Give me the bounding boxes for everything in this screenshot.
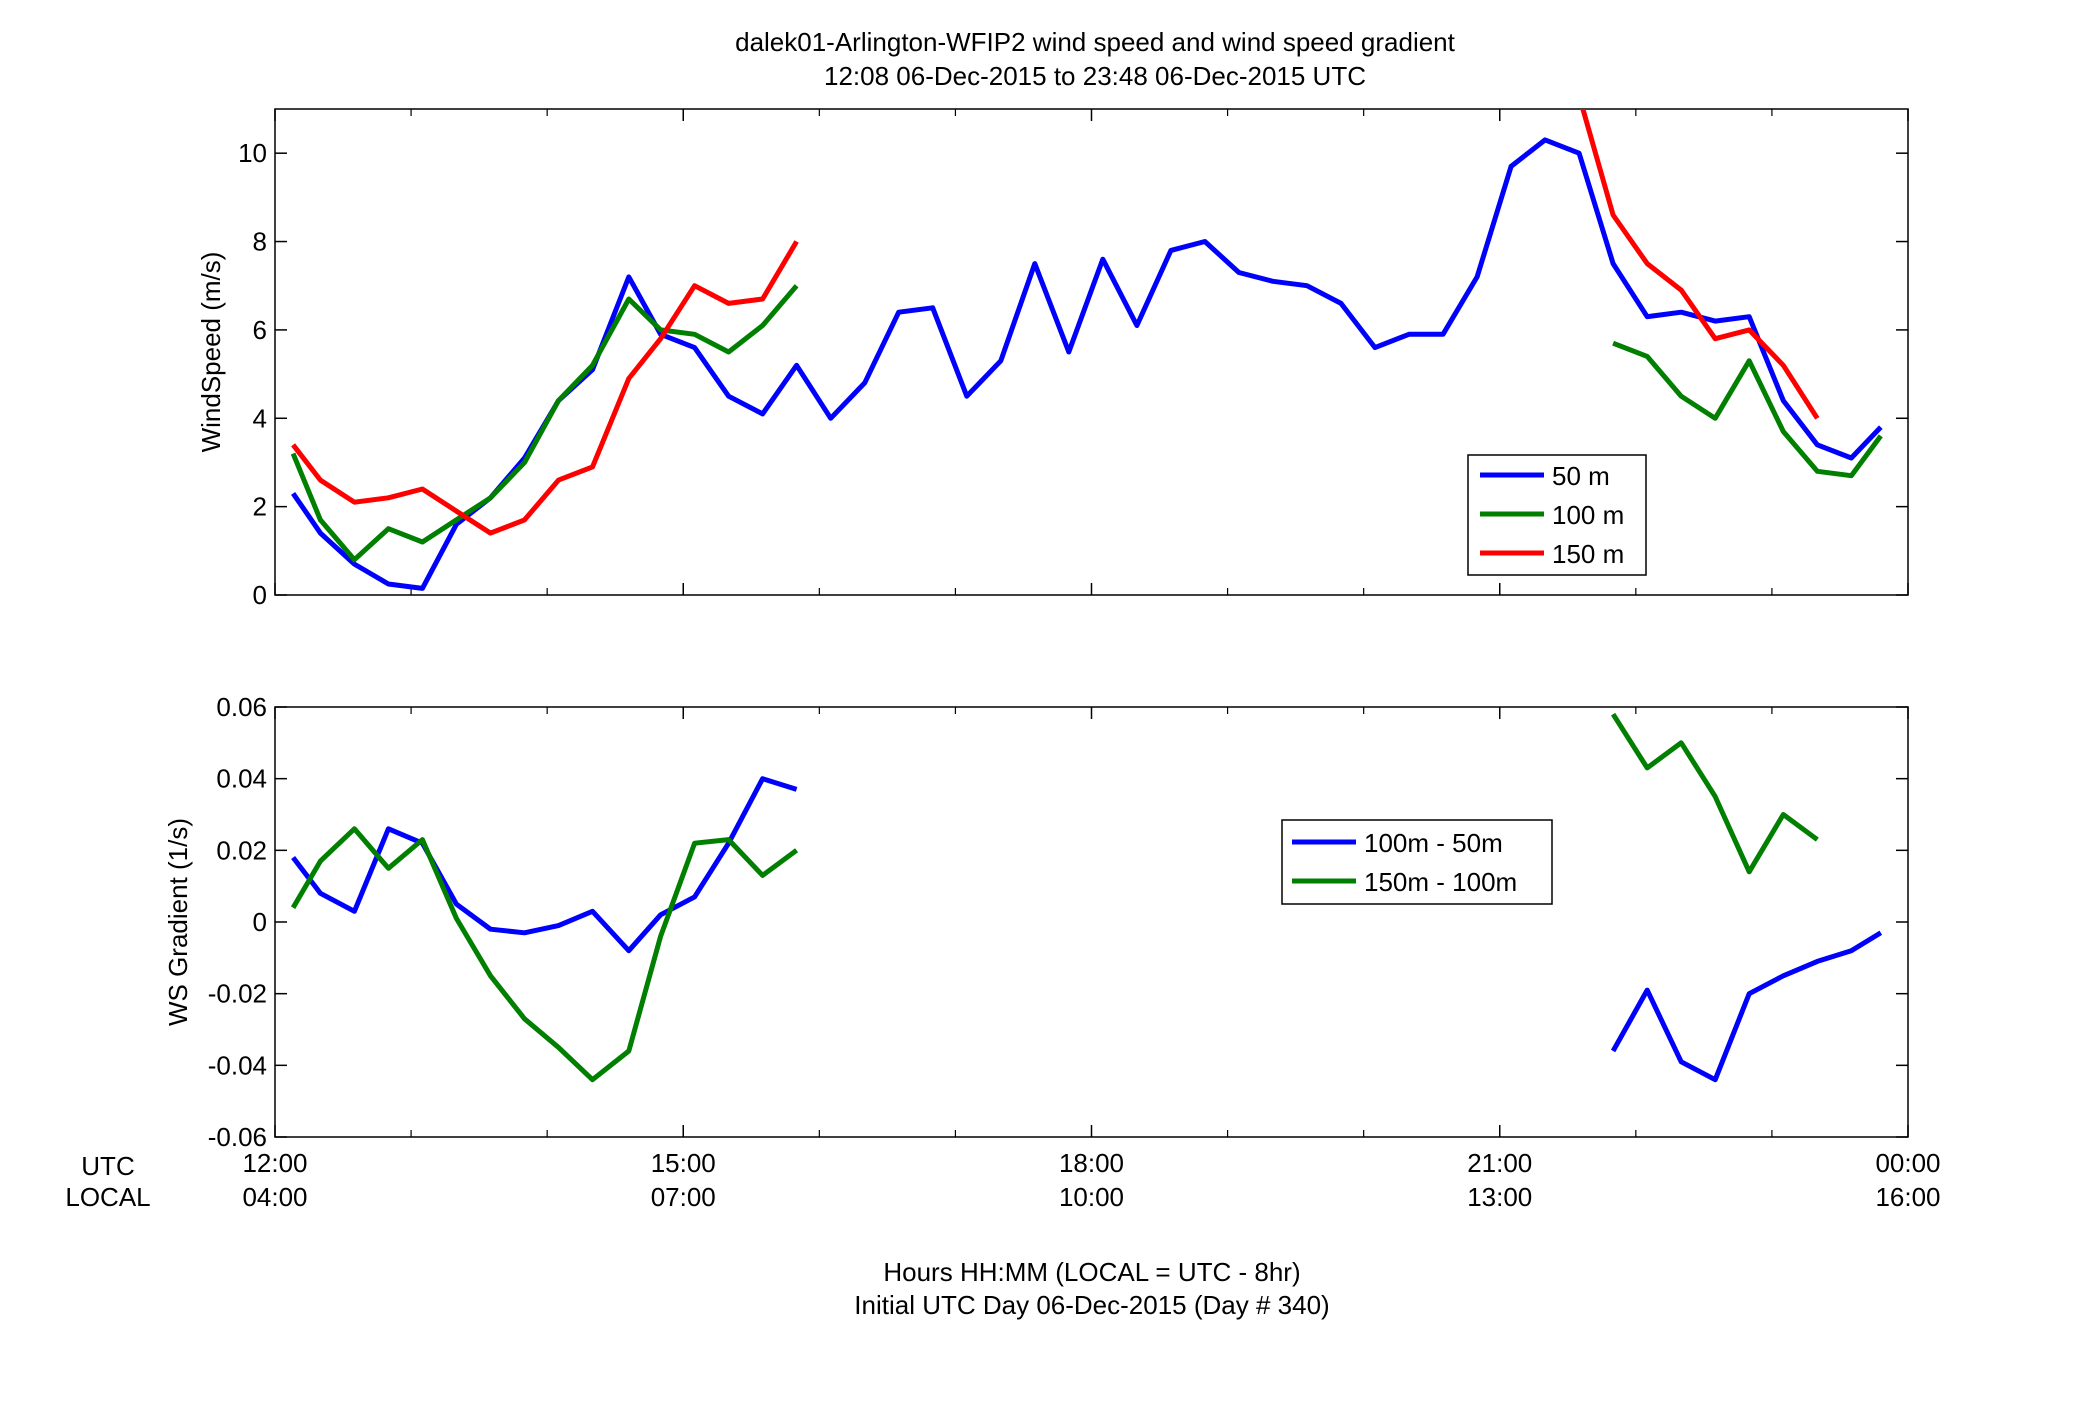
gradient-plot-area (274, 706, 1909, 1138)
xtick-label-utc: 12:00 (242, 1148, 307, 1178)
legend-label-100m-50m: 100m - 50m (1364, 828, 1503, 858)
xaxis-local-row-label: LOCAL (65, 1182, 150, 1212)
gradient-ytick-label: 0.06 (216, 692, 267, 722)
chart-title-line1: dalek01-Arlington-WFIP2 wind speed and w… (735, 27, 1456, 57)
chart-title-line2: 12:08 06-Dec-2015 to 23:48 06-Dec-2015 U… (824, 61, 1366, 91)
xtick-label-local: 13:00 (1467, 1182, 1532, 1212)
windspeed-series-line-2 (291, 109, 1820, 536)
gradient-series-line-1 (290, 712, 1819, 1083)
windspeed-ytick-label: 6 (253, 315, 267, 345)
gradient-ytick-label: 0.02 (216, 835, 267, 865)
windspeed-ytick-label: 4 (253, 403, 267, 433)
gradient-ylabel: WS Gradient (1/s) (163, 818, 193, 1026)
xtick-label-utc: 18:00 (1059, 1148, 1124, 1178)
windspeed-panel: 0 2 4 6 8 10 WindSpeed (m/s) 50 m 100 m 150 m (196, 108, 1909, 610)
windspeed-ytick-label: 10 (238, 138, 267, 168)
gradient-legend-box (1281, 819, 1553, 905)
legend-label-100m: 100 m (1552, 500, 1624, 530)
gradient-ytick-label: 0 (253, 907, 267, 937)
gradient-series (290, 712, 1883, 1083)
xaxis-utc-row-label: UTC (81, 1151, 134, 1181)
xaxis-label-line1: Hours HH:MM (LOCAL = UTC - 8hr) (883, 1257, 1300, 1287)
windspeed-axis-ticks: 0 2 4 6 8 10 (238, 109, 1909, 610)
windspeed-ylabel: WindSpeed (m/s) (196, 252, 226, 453)
xtick-label-local: 04:00 (242, 1182, 307, 1212)
xtick-label-local: 10:00 (1059, 1182, 1124, 1212)
xtick-label-utc: 21:00 (1467, 1148, 1532, 1178)
gradient-ytick-label: -0.02 (208, 979, 267, 1009)
gradient-panel: -0.06 -0.04 -0.02 0 0.02 0.04 0.06 WS Gradient… (163, 692, 1909, 1152)
windspeed-series (290, 109, 1883, 591)
xtick-label-utc: 15:00 (651, 1148, 716, 1178)
windspeed-ytick-label: 8 (253, 227, 267, 257)
gradient-ytick-label: 0.04 (216, 764, 267, 794)
windspeed-legend: 50 m 100 m 150 m (1467, 454, 1647, 576)
windspeed-ytick-label: 0 (253, 580, 267, 610)
gradient-legend: 100m - 50m 150m - 100m (1281, 819, 1553, 905)
gradient-series-line-0 (291, 776, 1883, 1083)
xtick-label-local: 16:00 (1875, 1182, 1940, 1212)
gradient-ytick-label: -0.06 (208, 1122, 267, 1152)
legend-label-150m-100m: 150m - 100m (1364, 867, 1517, 897)
xtick-label-utc: 00:00 (1875, 1148, 1940, 1178)
legend-label-50m: 50 m (1552, 461, 1610, 491)
xtick-label-local: 07:00 (651, 1182, 716, 1212)
windspeed-series-line-1 (290, 284, 1883, 563)
gradient-axis-ticks: -0.06 -0.04 -0.02 0 0.02 0.04 0.06 (208, 692, 1909, 1152)
windspeed-ytick-label: 2 (253, 492, 267, 522)
xaxis-label-line2: Initial UTC Day 06-Dec-2015 (Day # 340) (854, 1290, 1329, 1320)
legend-label-150m: 150 m (1552, 539, 1624, 569)
xaxis-tick-labels: 12:00 04:00 15:00 07:00 18:00 10:00 21:00 13:00… (242, 1148, 1940, 1212)
gradient-ytick-label: -0.04 (208, 1050, 267, 1080)
